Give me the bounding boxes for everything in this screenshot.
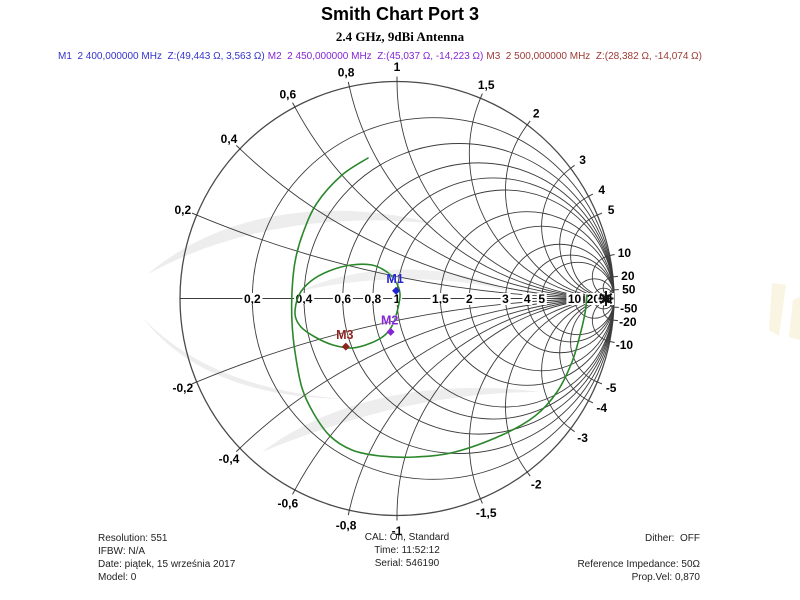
axis-label-r0,8: 0,8 xyxy=(365,292,382,306)
reactance-label--0,6: -0,6 xyxy=(277,497,298,511)
reactance-label-0,6: 0,6 xyxy=(279,87,296,101)
axis-label-r3: 3 xyxy=(502,292,509,306)
axis-label-r20: 20 xyxy=(587,292,601,306)
trace-group xyxy=(290,157,588,459)
reactance-label--3: -3 xyxy=(577,431,588,445)
reactance-label--1,5: -1,5 xyxy=(476,506,497,520)
footer-center-line-2: Serial: 546190 xyxy=(374,558,440,569)
page-subtitle: 2.4 GHz, 9dBi Antenna xyxy=(335,29,465,44)
marker-readout-row: M1 2 400,000000 MHz Z:(49,443 Ω, 3,563 Ω… xyxy=(58,51,702,62)
axis-label-r4: 4 xyxy=(524,292,531,306)
reactance-label--5: -5 xyxy=(606,381,617,395)
reactance-label-4: 4 xyxy=(598,183,605,197)
marker-label-M3: M3 xyxy=(336,328,353,342)
footer-right-block: Dither: OFF Reference Impedance: 50Ω Prop… xyxy=(577,532,700,584)
reactance-label-3: 3 xyxy=(579,153,586,167)
reactance-label-5: 5 xyxy=(608,203,615,217)
reactance-label--10: -10 xyxy=(616,338,634,352)
footer-center-block: CAL: On, Standard Time: 11:52:12 Serial: 5… xyxy=(307,531,507,570)
grid-convergence-blob xyxy=(598,291,614,306)
footer-center-line-1: Time: 11:52:12 xyxy=(374,545,440,556)
reactance-label-0,8: 0,8 xyxy=(338,66,355,80)
footer-left-block: Resolution: 551 IFBW: N/A Date: piątek, 15… xyxy=(98,532,235,584)
reactance-label-2: 2 xyxy=(533,106,540,120)
footer-left-line-2: Date: piątek, 15 września 2017 xyxy=(98,559,236,570)
marker-M1: M1 xyxy=(386,272,404,295)
trace-segment-1 xyxy=(294,263,401,349)
footer-right-line-0: Dither: OFF xyxy=(644,533,700,544)
reactance-label-0,2: 0,2 xyxy=(175,203,192,217)
reactance-label-20: 20 xyxy=(621,269,635,283)
reactance-label--0,2: -0,2 xyxy=(173,381,194,395)
axis-label-r2: 2 xyxy=(466,292,473,306)
reactance-label--0,4: -0,4 xyxy=(219,452,240,466)
axis-label-r1: 1 xyxy=(394,292,401,306)
reactance-label--1: -1 xyxy=(392,524,403,538)
marker-label-M2: M2 xyxy=(381,313,398,327)
axis-label-r0,6: 0,6 xyxy=(334,292,351,306)
reactance-label-10: 10 xyxy=(618,246,632,260)
marker-readout-M1: M1 2 400,000000 MHz Z:(49,443 Ω, 3,563 Ω… xyxy=(58,51,265,62)
reactance-label-1: 1 xyxy=(394,60,401,74)
footer-center-line-0: CAL: On, Standard xyxy=(364,532,450,543)
trace-segment-0 xyxy=(290,157,588,459)
axis-label-r10: 10 xyxy=(568,292,582,306)
marker-M3: M3 xyxy=(336,328,354,351)
reactance-label--2: -2 xyxy=(531,478,542,492)
axis-label-r0,2: 0,2 xyxy=(244,292,261,306)
marker-dot-M2 xyxy=(386,327,395,336)
axis-label-r1,5: 1,5 xyxy=(432,292,449,306)
footer-left-line-1: IFBW: N/A xyxy=(98,546,146,557)
marker-dot-M3 xyxy=(341,342,350,351)
footer-right-line-3: Prop.Vel: 0,870 xyxy=(631,572,700,583)
reactance-label-1,5: 1,5 xyxy=(478,78,495,92)
reactance-labels: 0,2 -0,2 0,4 -0,4 0,6 -0,6 0,8 -0,8 1 -1 1,5 -1,5 2 -… xyxy=(173,60,638,538)
footer-right-line-1 xyxy=(577,545,700,558)
axis-label-r5: 5 xyxy=(538,292,545,306)
reactance-label--0,8: -0,8 xyxy=(336,518,357,532)
marker-readout-M3: M3 2 500,000000 MHz Z:(28,382 Ω, -14,074… xyxy=(486,51,702,62)
reactance-label--4: -4 xyxy=(596,401,607,415)
footer-left-line-0: Resolution: 551 xyxy=(98,533,168,544)
reactance-label-50: 50 xyxy=(622,283,636,297)
reactance-label--20: -20 xyxy=(619,315,637,329)
marker-readout-M2: M2 2 450,000000 MHz Z:(45,037 Ω, -14,223… xyxy=(267,51,484,62)
page-title: Smith Chart Port 3 xyxy=(320,4,480,24)
marker-M2: M2 xyxy=(381,313,399,336)
axis-label-r0,4: 0,4 xyxy=(296,292,313,306)
reactance-label-0,4: 0,4 xyxy=(221,132,238,146)
marker-dot-M1 xyxy=(392,286,401,295)
marker-label-M1: M1 xyxy=(386,272,403,286)
footer-right-line-2: Reference Impedance: 50Ω xyxy=(577,559,700,570)
reactance-label--50: -50 xyxy=(620,301,638,315)
footer-left-line-3: Model: 0 xyxy=(98,572,137,583)
